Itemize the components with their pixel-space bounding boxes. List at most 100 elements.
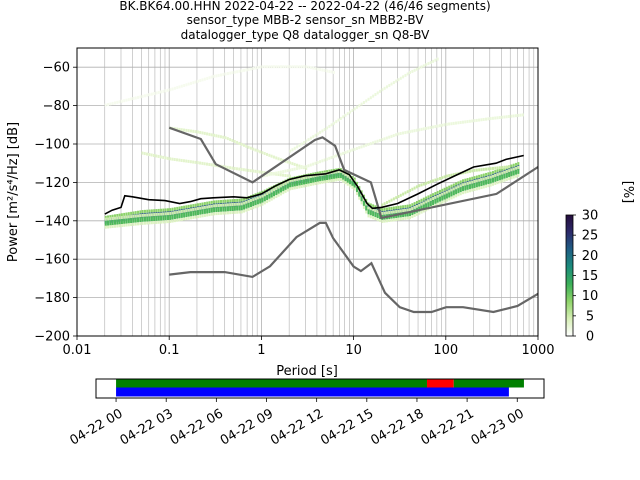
distribution-cell xyxy=(399,193,402,197)
distribution-cell xyxy=(224,206,227,212)
distribution-cell xyxy=(512,170,515,176)
distribution-cell xyxy=(146,209,149,213)
distribution-cell xyxy=(118,100,121,104)
distribution-cell xyxy=(277,188,280,194)
distribution-cell xyxy=(284,169,287,173)
colorbar-tick-label: 25 xyxy=(582,229,599,244)
distribution-cell xyxy=(392,81,395,85)
distribution-cell xyxy=(404,191,407,195)
distribution-cell xyxy=(422,204,425,210)
distribution-cell xyxy=(342,151,345,155)
distribution-cell xyxy=(362,200,365,206)
distribution-cell xyxy=(143,152,146,156)
distribution-cell xyxy=(160,90,163,94)
distribution-cell xyxy=(429,198,432,202)
distribution-cell xyxy=(203,213,206,217)
distribution-cell xyxy=(139,217,142,223)
distribution-cell xyxy=(411,187,414,191)
distribution-cell xyxy=(482,177,485,181)
distribution-cell xyxy=(484,117,487,121)
distribution-cell xyxy=(155,91,158,95)
distribution-cell xyxy=(132,97,135,101)
distribution-cell xyxy=(321,175,324,181)
distribution-cell xyxy=(206,201,209,205)
distribution-cell xyxy=(169,219,172,223)
distribution-cell xyxy=(157,212,160,216)
distribution-cell xyxy=(291,186,294,190)
distribution-cell xyxy=(392,197,395,201)
distribution-cell xyxy=(510,164,513,168)
distribution-cell xyxy=(473,176,476,180)
distribution-cell xyxy=(512,175,515,179)
distribution-cell xyxy=(319,181,322,185)
distribution-cell xyxy=(335,154,338,158)
distribution-cell xyxy=(406,72,409,76)
distribution-cell xyxy=(224,203,227,207)
distribution-cell xyxy=(120,99,123,103)
distribution-cell xyxy=(418,66,421,70)
distribution-cell xyxy=(342,174,345,180)
distribution-cell xyxy=(166,215,169,221)
distribution-cell xyxy=(173,86,176,90)
distribution-cell xyxy=(425,208,428,212)
distribution-cell xyxy=(238,205,241,211)
distribution-cell xyxy=(367,209,370,215)
distribution-cell xyxy=(409,71,412,75)
distribution-cell xyxy=(360,196,363,202)
distribution-cell xyxy=(171,219,174,223)
distribution-cell xyxy=(125,215,128,219)
distribution-cell xyxy=(337,178,340,182)
timeline-tick-label: 04-22 03 xyxy=(118,406,176,448)
distribution-cell xyxy=(517,168,520,174)
distribution-cell xyxy=(229,138,232,142)
distribution-cell xyxy=(494,166,497,170)
distribution-cell xyxy=(355,146,358,150)
distribution-cell xyxy=(111,224,114,228)
distribution-cell xyxy=(402,75,405,79)
distribution-cell xyxy=(489,171,492,175)
distribution-cell xyxy=(420,183,423,187)
distribution-cell xyxy=(432,193,435,197)
distribution-cell xyxy=(505,165,508,169)
distribution-cell xyxy=(146,221,149,225)
distribution-cell xyxy=(374,212,377,218)
distribution-cell xyxy=(150,209,153,213)
colorbar-ticks: 0 5 10 15 20 25 30 xyxy=(573,209,598,345)
distribution-cell xyxy=(390,210,393,214)
distribution-cell xyxy=(323,127,326,131)
distribution-cell xyxy=(349,176,352,180)
distribution-cell xyxy=(268,65,271,69)
distribution-cell xyxy=(406,130,409,134)
distribution-cell xyxy=(254,148,257,152)
distribution-cell xyxy=(229,71,232,75)
distribution-cell xyxy=(245,144,248,148)
distribution-cell xyxy=(210,163,213,167)
distribution-cell xyxy=(468,169,471,173)
distribution-cell xyxy=(286,174,289,178)
distribution-cell xyxy=(326,69,329,73)
distribution-cell xyxy=(415,67,418,71)
distribution-cell xyxy=(457,193,460,197)
distribution-cell xyxy=(233,139,236,143)
distribution-cell xyxy=(381,208,384,212)
distribution-cell xyxy=(231,139,234,143)
distribution-cell xyxy=(445,190,448,194)
distribution-cell xyxy=(491,166,494,170)
distribution-cell xyxy=(462,186,465,192)
distribution-cell xyxy=(118,216,121,220)
distribution-cell xyxy=(459,192,462,196)
distribution-cell xyxy=(339,168,342,172)
distribution-cell xyxy=(312,135,315,139)
timeline-segment-top xyxy=(453,379,524,388)
distribution-cell xyxy=(245,68,248,72)
distribution-cell xyxy=(139,214,142,218)
distribution-cell xyxy=(362,100,365,104)
distribution-cell xyxy=(450,188,453,192)
distribution-cell xyxy=(148,209,151,213)
distribution-cell xyxy=(360,190,363,194)
distribution-cell xyxy=(210,204,213,208)
distribution-cell xyxy=(376,91,379,95)
distribution-cell xyxy=(183,212,186,218)
